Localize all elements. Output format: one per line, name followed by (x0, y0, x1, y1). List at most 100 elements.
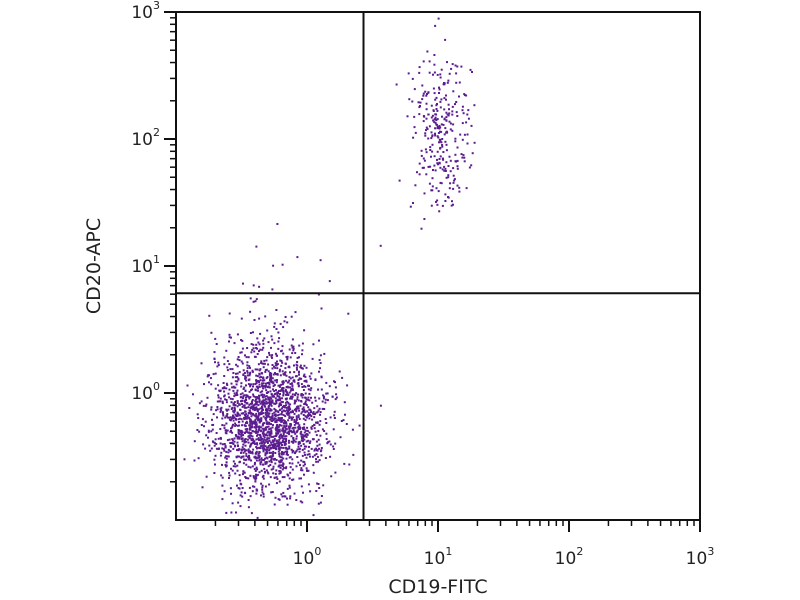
data-point (283, 320, 286, 323)
data-point (262, 474, 265, 477)
data-point (456, 167, 459, 170)
data-point (204, 420, 207, 423)
data-point (228, 333, 231, 336)
data-point (421, 166, 424, 169)
data-point (241, 339, 244, 342)
data-point (248, 409, 251, 412)
data-point (289, 430, 292, 432)
data-point (231, 406, 234, 409)
data-point (262, 463, 265, 466)
data-point (443, 133, 446, 136)
data-point (220, 474, 223, 477)
data-point (452, 181, 455, 184)
data-point (290, 344, 293, 347)
data-point (253, 430, 256, 433)
data-point (448, 187, 451, 190)
data-point (244, 377, 247, 380)
data-point (316, 421, 319, 424)
data-point (223, 375, 226, 377)
data-point (424, 132, 427, 135)
data-point (260, 394, 263, 397)
data-point (431, 143, 434, 146)
data-point (246, 456, 249, 459)
data-point (248, 451, 250, 454)
data-point (310, 427, 313, 430)
data-point (248, 365, 251, 368)
data-point (452, 167, 455, 170)
data-point (229, 445, 232, 448)
data-point (234, 472, 237, 475)
data-point (317, 460, 320, 463)
data-point (249, 402, 252, 405)
data-point (234, 404, 237, 407)
data-point (460, 65, 463, 68)
data-point (289, 386, 291, 389)
data-point (295, 419, 298, 421)
data-point (268, 433, 271, 436)
data-point (284, 435, 287, 438)
data-point (262, 430, 265, 433)
data-point (319, 367, 321, 370)
data-point (242, 404, 245, 407)
data-point (265, 382, 267, 385)
data-point (276, 391, 279, 394)
data-point (303, 373, 306, 376)
data-point (314, 379, 317, 381)
data-point (258, 412, 261, 415)
data-point (287, 402, 290, 405)
data-point (443, 97, 446, 100)
data-point (249, 424, 252, 427)
data-point (425, 102, 428, 105)
data-point (300, 377, 303, 380)
data-point (451, 113, 454, 116)
data-point (291, 376, 294, 379)
data-point (271, 445, 274, 448)
data-point (288, 425, 291, 428)
data-point (205, 434, 208, 437)
data-point (273, 458, 275, 461)
data-point (286, 448, 289, 451)
data-point (258, 459, 261, 462)
data-point (286, 451, 289, 454)
data-point (277, 443, 280, 446)
data-point (318, 339, 320, 342)
data-point (453, 178, 456, 181)
data-point (235, 435, 238, 438)
data-point (288, 376, 291, 379)
data-point (437, 190, 440, 193)
data-point (333, 414, 336, 417)
data-point (232, 414, 234, 417)
data-point (419, 101, 422, 104)
data-point (412, 136, 415, 139)
data-point (422, 94, 425, 97)
data-point (231, 398, 234, 401)
data-point (272, 441, 275, 444)
data-point (308, 445, 310, 448)
data-point (261, 390, 264, 393)
data-point (436, 199, 439, 202)
data-point (325, 381, 328, 384)
data-point (288, 427, 291, 430)
data-point (452, 90, 455, 93)
data-point (267, 398, 270, 401)
data-point (257, 426, 260, 428)
data-point (379, 404, 382, 407)
data-point (313, 427, 316, 430)
data-point (269, 464, 272, 466)
data-point (282, 421, 285, 424)
data-point (254, 300, 257, 303)
data-point (284, 316, 287, 318)
data-point (344, 413, 346, 416)
data-point (296, 398, 299, 401)
data-point (281, 453, 283, 456)
data-point (242, 412, 245, 415)
data-point (298, 344, 301, 347)
data-point (229, 487, 232, 490)
data-point (278, 472, 281, 475)
data-point (313, 407, 316, 410)
data-point (460, 153, 463, 156)
data-point (228, 363, 231, 366)
data-point (229, 416, 232, 419)
data-point (249, 310, 252, 313)
data-point (270, 400, 273, 403)
